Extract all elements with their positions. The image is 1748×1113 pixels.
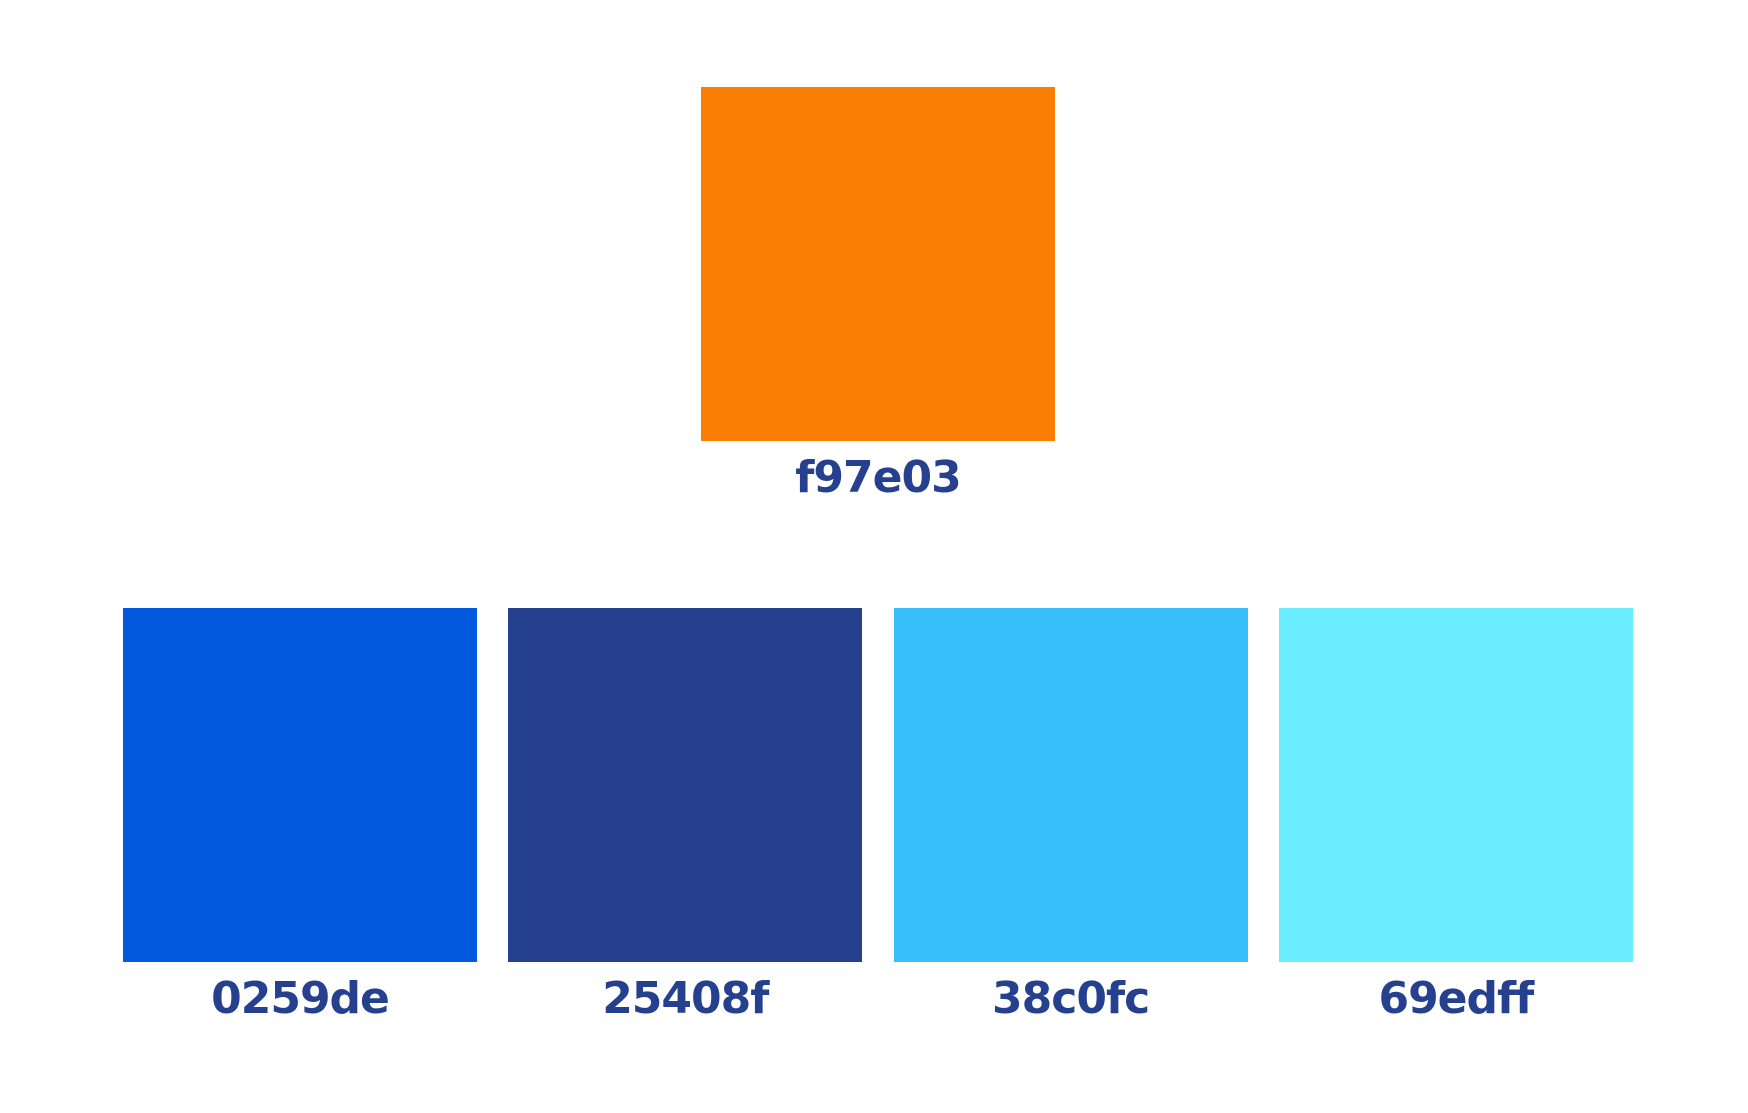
color-swatch: [123, 608, 477, 962]
color-swatch: [893, 608, 1248, 962]
color-label: 0259de: [211, 973, 390, 1024]
color-swatch: [1278, 608, 1633, 962]
color-label: 38c0fc: [992, 973, 1150, 1024]
color-label: 25408f: [602, 973, 769, 1024]
color-label: 69edff: [1378, 973, 1534, 1024]
color-label: f97e03: [795, 452, 961, 503]
color-swatch: [701, 87, 1055, 441]
color-swatch: [508, 608, 863, 962]
